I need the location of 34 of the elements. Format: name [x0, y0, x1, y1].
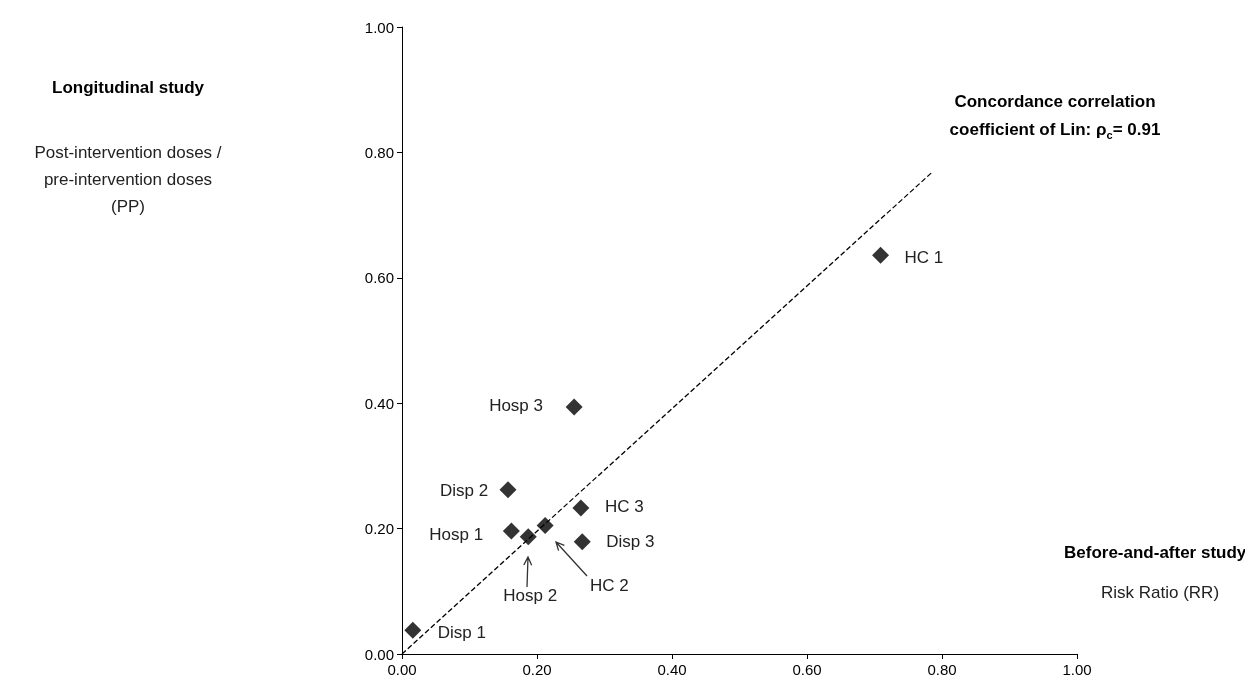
x-tick-label: 1.00 [1062, 661, 1092, 678]
annotation: Disp 1 [437, 622, 486, 643]
point [572, 499, 590, 517]
annotation: Disp 2 [439, 481, 489, 501]
y-tick-label: 1.00 [364, 18, 394, 36]
point [519, 528, 537, 546]
x-tick-label: 0.00 [387, 661, 417, 678]
annotation: HC 2 [590, 575, 629, 596]
annotation: HC 1 [904, 247, 944, 268]
point [536, 516, 554, 534]
annotation: Hosp 1 [429, 524, 484, 545]
text: Longitudinal study [52, 77, 205, 98]
x-tick-label: 0.80 [927, 661, 957, 678]
annotation: Concordance correlation coefficient of Lin: ρ$_{c}$= 0.91 [948, 90, 1162, 144]
x-tick-label: 0.20 [522, 661, 552, 678]
x-tick-label: 0.40 [657, 661, 687, 678]
point [565, 398, 583, 416]
annotation: HC 3 [604, 497, 644, 518]
point [499, 481, 517, 499]
annotation: Disp 3 [606, 532, 655, 552]
point [872, 246, 890, 264]
y-tick-label: 0.60 [364, 269, 394, 287]
point [573, 533, 591, 551]
y-tick-label: 0.20 [364, 520, 394, 538]
y-tick-label: 0.00 [364, 645, 394, 663]
text: Risk Ratio (RR) [1101, 582, 1220, 603]
point [404, 621, 422, 639]
annotation: Hosp 3 [489, 396, 543, 417]
point [502, 522, 520, 540]
y-tick-label: 0.40 [364, 394, 394, 412]
y-tick-label: 0.80 [364, 143, 394, 161]
text: Post-intervention doses / pre-intervention doses (PP) [33, 142, 223, 219]
x-tick-label: 0.60 [792, 661, 822, 678]
annotation: Hosp 2 [503, 586, 558, 606]
